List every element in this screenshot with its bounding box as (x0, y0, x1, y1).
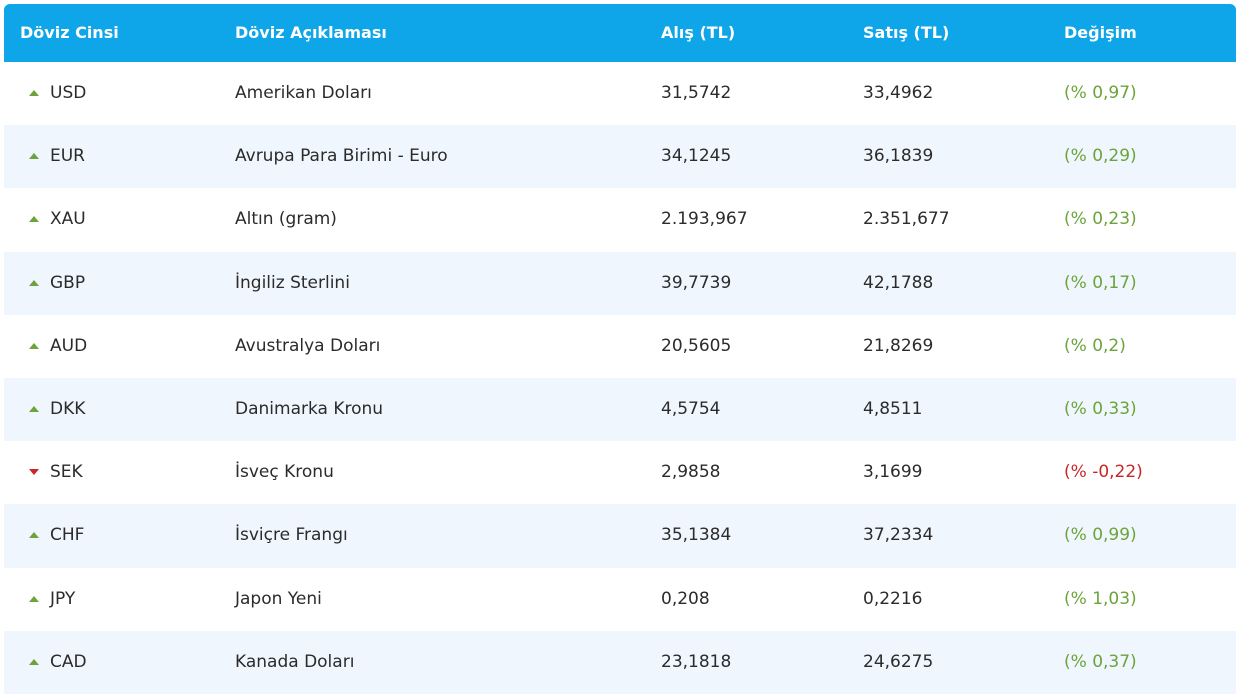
change-percent: (% 0,17) (1064, 272, 1137, 293)
sell-price: 36,1839 (863, 146, 934, 167)
trend-icon (29, 469, 39, 476)
change-percent: (% -0,22) (1064, 462, 1143, 483)
change-percent: (% 0,23) (1064, 209, 1137, 230)
currency-description: Avrupa Para Birimi - Euro (235, 146, 448, 167)
column-header-description[interactable]: Döviz Açıklaması (235, 23, 387, 42)
currency-code: DKK (50, 398, 86, 419)
trend-icon (29, 279, 39, 286)
table-row[interactable]: GBP İngiliz Sterlini 39,7739 42,1788 (% 0,17… (4, 251, 1236, 315)
currency-description: Altın (gram) (235, 209, 337, 230)
trend-icon (29, 405, 39, 412)
trend-icon (29, 216, 39, 223)
column-header-code[interactable]: Döviz Cinsi (20, 23, 119, 42)
buy-price: 23,1818 (661, 651, 732, 672)
sell-price: 3,1699 (863, 462, 923, 483)
sell-price: 42,1788 (863, 272, 934, 293)
currency-description: Japon Yeni (235, 588, 322, 609)
change-percent: (% 0,2) (1064, 335, 1126, 356)
buy-price: 2.193,967 (661, 209, 748, 230)
table-row[interactable]: XAU Altın (gram) 2.193,967 2.351,677 (% 0,23… (4, 188, 1236, 252)
sell-price: 0,2216 (863, 588, 923, 609)
table-header: Döviz Cinsi Döviz Açıklaması Alış (TL) S… (4, 4, 1236, 62)
sell-price: 24,6275 (863, 651, 934, 672)
trend-icon (29, 595, 39, 602)
buy-price: 39,7739 (661, 272, 732, 293)
table-row[interactable]: CAD Kanada Doları 23,1818 24,6275 (% 0,37) (4, 630, 1236, 694)
currency-description: Amerikan Doları (235, 83, 372, 103)
trend-icon (29, 90, 39, 96)
trend-icon (29, 153, 39, 160)
currency-code: AUD (50, 335, 88, 356)
table-row[interactable]: EUR Avrupa Para Birimi - Euro 34,1245 36,18… (4, 125, 1236, 189)
table-row[interactable]: AUD Avustralya Doları 20,5605 21,8269 (% 0,2… (4, 314, 1236, 378)
column-header-buy[interactable]: Alış (TL) (661, 23, 736, 42)
column-header-sell[interactable]: Satış (TL) (863, 23, 950, 42)
change-percent: (% 0,97) (1064, 83, 1137, 103)
change-percent: (% 0,29) (1064, 146, 1137, 167)
change-percent: (% 0,33) (1064, 398, 1137, 419)
buy-price: 35,1384 (661, 525, 732, 546)
table-row[interactable]: SEK İsveç Kronu 2,9858 3,1699 (% -0,22) (4, 441, 1236, 505)
currency-code: GBP (50, 272, 86, 293)
currency-table: Döviz Cinsi Döviz Açıklaması Alış (TL) S… (4, 4, 1236, 694)
trend-icon (29, 658, 39, 665)
currency-code: CHF (50, 525, 85, 546)
currency-description: İsviçre Frangı (235, 525, 348, 546)
currency-code: JPY (50, 588, 76, 609)
currency-description: Danimarka Kronu (235, 398, 384, 419)
currency-description: İsveç Kronu (235, 462, 334, 483)
currency-code: XAU (50, 209, 86, 230)
sell-price: 4,8511 (863, 398, 923, 419)
currency-code: EUR (50, 146, 85, 167)
currency-description: Kanada Doları (235, 651, 355, 672)
table-body: USD Amerikan Doları 31,5742 33,4962 (% 0,97)… (4, 62, 1236, 694)
currency-code: USD (50, 83, 87, 103)
buy-price: 4,5754 (661, 398, 721, 419)
buy-price: 34,1245 (661, 146, 732, 167)
table-row[interactable]: JPY Japon Yeni 0,208 0,2216 (% 1,03) (4, 567, 1236, 631)
sell-price: 2.351,677 (863, 209, 950, 230)
buy-price: 31,5742 (661, 83, 732, 103)
table-row[interactable]: USD Amerikan Doları 31,5742 33,4962 (% 0,97) (4, 62, 1236, 126)
sell-price: 33,4962 (863, 83, 934, 103)
buy-price: 0,208 (661, 588, 710, 609)
currency-description: İngiliz Sterlini (235, 272, 350, 293)
trend-icon (29, 532, 39, 539)
buy-price: 2,9858 (661, 462, 721, 483)
change-percent: (% 1,03) (1064, 588, 1137, 609)
currency-code: CAD (50, 651, 87, 672)
sell-price: 37,2334 (863, 525, 934, 546)
currency-code: SEK (50, 462, 83, 483)
table-row[interactable]: DKK Danimarka Kronu 4,5754 4,8511 (% 0,33) (4, 377, 1236, 442)
change-percent: (% 0,99) (1064, 525, 1137, 546)
trend-icon (29, 342, 39, 349)
column-header-change[interactable]: Değişim (1064, 23, 1137, 42)
table-row[interactable]: CHF İsviçre Frangı 35,1384 37,2334 (% 0,99) (4, 504, 1236, 568)
buy-price: 20,5605 (661, 335, 732, 356)
currency-description: Avustralya Doları (235, 335, 381, 356)
sell-price: 21,8269 (863, 335, 934, 356)
change-percent: (% 0,37) (1064, 651, 1137, 672)
